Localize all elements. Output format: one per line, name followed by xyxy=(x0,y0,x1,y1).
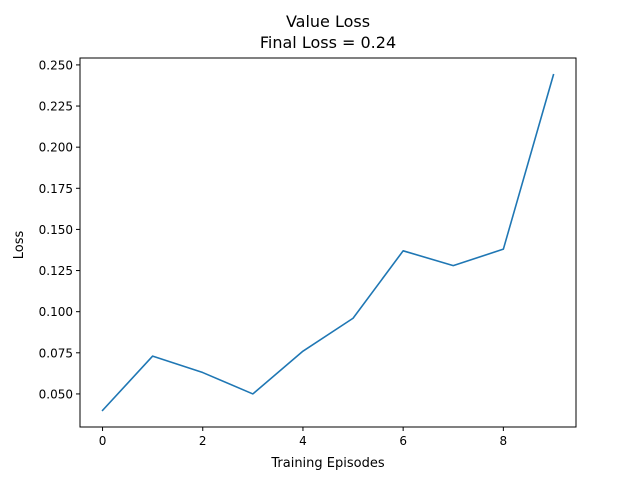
x-tick-label: 8 xyxy=(500,434,508,448)
chart-subtitle: Final Loss = 0.24 xyxy=(260,33,396,52)
y-tick-label: 0.125 xyxy=(39,264,73,278)
y-tick-label: 0.100 xyxy=(39,305,73,319)
y-tick-label: 0.050 xyxy=(39,387,73,401)
y-axis-label: Loss xyxy=(12,231,27,260)
x-tick-label: 4 xyxy=(299,434,307,448)
y-tick-label: 0.075 xyxy=(39,346,73,360)
x-tick-label: 0 xyxy=(99,434,107,448)
y-tick-label: 0.175 xyxy=(39,182,73,196)
y-tick-label: 0.200 xyxy=(39,141,73,155)
plot-area xyxy=(79,57,577,428)
x-tick-label: 2 xyxy=(199,434,207,448)
y-tick-label: 0.225 xyxy=(39,100,73,114)
plot-frame xyxy=(79,57,577,428)
x-axis-ticks: 0 2 4 6 8 xyxy=(99,427,507,448)
series-layer xyxy=(101,73,555,412)
chart-title: Value Loss xyxy=(286,12,370,31)
y-axis-ticks: 0.050 0.075 0.100 0.125 0.150 0.175 0.200 0.225… xyxy=(39,58,80,401)
y-tick-label: 0.250 xyxy=(39,58,73,72)
x-tick-label: 6 xyxy=(399,434,407,448)
x-axis-label: Training Episodes xyxy=(270,456,384,471)
series-line xyxy=(101,73,555,412)
y-tick-label: 0.150 xyxy=(39,223,73,237)
